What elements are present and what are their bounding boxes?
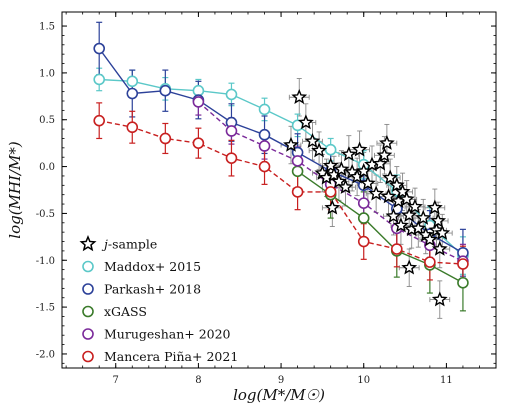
j-sample-star bbox=[337, 178, 354, 194]
j-sample-star bbox=[380, 188, 397, 204]
maddox-2015-point bbox=[192, 84, 205, 97]
y-tick-label: -1.0 bbox=[36, 256, 55, 267]
j-sample-star bbox=[368, 185, 385, 201]
j-sample-star bbox=[376, 147, 393, 163]
legend-marker-star bbox=[79, 235, 97, 252]
mancera-pi-a-2021-point bbox=[159, 132, 172, 145]
x-tick-label: 9 bbox=[278, 375, 284, 386]
legend-label: j-sample bbox=[101, 237, 157, 252]
y-tick-label: 1.0 bbox=[39, 68, 55, 79]
maddox-2015-point bbox=[258, 103, 271, 116]
x-tick-label: 11 bbox=[440, 375, 453, 386]
y-tick-label: -0.5 bbox=[36, 209, 55, 220]
j-sample-star bbox=[388, 176, 405, 193]
parkash-2018-point bbox=[258, 128, 271, 141]
j-sample-star bbox=[393, 217, 409, 233]
parkash-2018-point bbox=[126, 87, 139, 100]
mancera-pi-a-2021-point bbox=[291, 186, 304, 198]
j-sample-star bbox=[331, 173, 347, 189]
y-tick-label: 1.5 bbox=[39, 22, 55, 33]
mancera-pi-a-2021-point bbox=[457, 258, 469, 270]
legend-marker bbox=[82, 260, 94, 273]
axis-ticks: 7 8 9 10 11 -2.0 -1.5 -1.0 -0.5 0.0 0.5 1.0 1.5 bbox=[36, 12, 497, 386]
x-tick-label: 8 bbox=[195, 375, 201, 386]
maddox-2015-point bbox=[225, 88, 238, 101]
j-sample-star bbox=[324, 199, 341, 215]
legend-label: Parkash+ 2018 bbox=[104, 282, 201, 297]
legend-label: xGASS bbox=[104, 304, 147, 319]
x-tick-label: 7 bbox=[113, 375, 119, 386]
murugeshan-2020-point bbox=[291, 155, 304, 167]
j-sample-star bbox=[426, 199, 443, 215]
j-sample-star bbox=[410, 220, 427, 236]
j-sample-star bbox=[398, 191, 415, 207]
legend: j-sample Maddox+ 2015 Parkash+ 2018 xGASS Mu… bbox=[79, 235, 238, 364]
legend-marker bbox=[82, 305, 94, 318]
mancera-pi-a-2021-point bbox=[225, 152, 238, 164]
maddox-2015-point bbox=[93, 73, 105, 86]
legend-label: Maddox+ 2015 bbox=[104, 259, 201, 274]
j-sample-star bbox=[333, 161, 350, 177]
j-sample-star bbox=[431, 291, 448, 307]
j-sample-star bbox=[401, 259, 418, 275]
murugeshan-2020-point bbox=[225, 125, 238, 137]
legend-marker bbox=[82, 350, 94, 363]
y-tick-label: 0.0 bbox=[39, 162, 55, 173]
j-sample-star bbox=[415, 209, 432, 225]
legend-marker bbox=[82, 328, 94, 340]
parkash-2018-point bbox=[159, 84, 172, 97]
mancera-pi-a-2021-point bbox=[424, 256, 436, 268]
j-sample-star bbox=[372, 155, 389, 171]
legend-label: Murugeshan+ 2020 bbox=[104, 327, 231, 342]
mancera-pi-a-2021-point bbox=[93, 114, 105, 127]
mancera-pi-a-2021-point bbox=[324, 186, 337, 198]
murugeshan-2020-point bbox=[258, 140, 271, 152]
j-sample-star bbox=[385, 207, 402, 223]
mancera-pi-a-2021-point bbox=[357, 235, 370, 248]
mancera-pi-a-2021-point bbox=[192, 137, 205, 149]
j-sample-star bbox=[340, 146, 357, 162]
murugeshan-2020-point bbox=[192, 96, 205, 108]
parkash-2018-point bbox=[93, 42, 105, 55]
xgass-point bbox=[357, 212, 370, 224]
j-sample-points bbox=[283, 88, 451, 307]
j-sample-star bbox=[407, 198, 423, 214]
j-sample-star bbox=[283, 136, 299, 152]
x-axis-label: log(M*/M☉) bbox=[233, 386, 325, 404]
j-sample-star bbox=[434, 224, 451, 240]
mancera-pi-a-2021-point bbox=[258, 160, 271, 173]
y-tick-label: 0.5 bbox=[39, 115, 55, 126]
murugeshan-2020-point bbox=[357, 197, 370, 209]
x-tick-label: 10 bbox=[357, 375, 370, 386]
legend-label: Mancera Piña+ 2021 bbox=[104, 349, 238, 364]
xgass-point bbox=[291, 165, 304, 178]
xgass-point bbox=[457, 276, 469, 289]
j-sample-star bbox=[351, 141, 368, 157]
j-sample-star bbox=[359, 175, 376, 191]
mancera-pi-a-2021-point bbox=[390, 243, 403, 255]
j-sample-star bbox=[378, 134, 395, 150]
maddox-2015-point bbox=[126, 75, 139, 88]
legend-marker bbox=[82, 283, 94, 295]
plot-frame bbox=[61, 11, 497, 369]
murugeshan-2020-line bbox=[197, 101, 464, 262]
j-sample-star bbox=[431, 240, 448, 256]
j-sample-star bbox=[430, 212, 447, 228]
j-sample-star bbox=[401, 206, 418, 223]
j-sample-star bbox=[304, 132, 321, 149]
y-tick-label: -1.5 bbox=[36, 303, 55, 314]
parkash-2018-line bbox=[98, 48, 464, 254]
mancera-pi-a-2021-point bbox=[126, 121, 139, 134]
j-sample-star bbox=[291, 88, 308, 104]
j-sample-star bbox=[311, 142, 328, 158]
maddox-2015-point bbox=[324, 143, 337, 156]
j-sample-star bbox=[382, 169, 399, 185]
j-sample-star bbox=[297, 114, 314, 130]
y-tick-label: -2.0 bbox=[36, 349, 55, 360]
y-axis-label: log(MHI/M*) bbox=[6, 141, 24, 239]
j-sample-star bbox=[421, 231, 438, 247]
